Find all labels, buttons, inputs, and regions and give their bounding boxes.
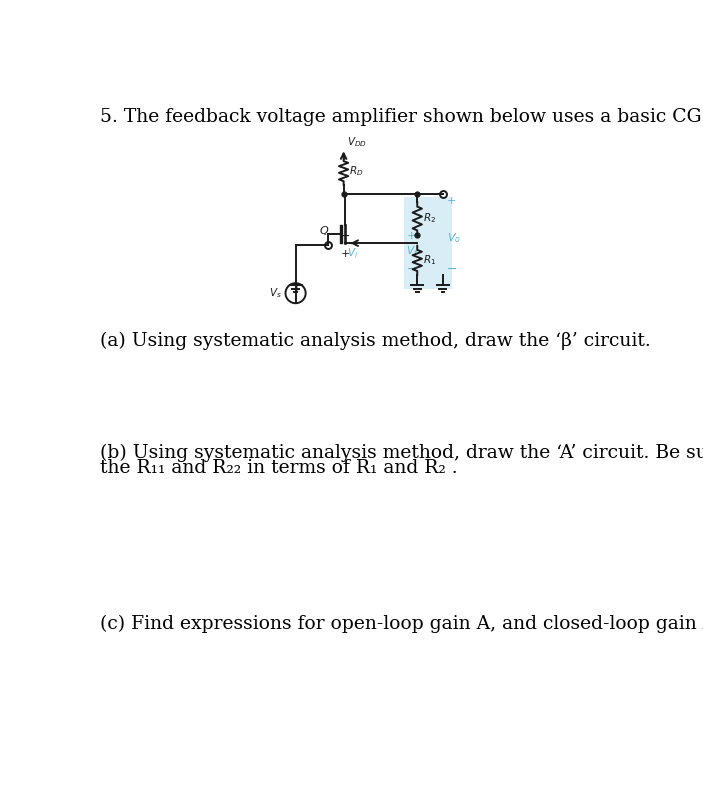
Text: $V_o$: $V_o$ [446,232,460,245]
Text: (a) Using systematic analysis method, draw the ‘β’ circuit.: (a) Using systematic analysis method, dr… [100,332,650,350]
Text: +: + [446,196,456,206]
Text: (b) Using systematic analysis method, draw the ‘A’ circuit. Be sure to label: (b) Using systematic analysis method, dr… [100,443,703,462]
Text: (c) Find expressions for open-loop gain A, and closed-loop gain Aⁱ .: (c) Find expressions for open-loop gain … [100,614,703,633]
Text: 5. The feedback voltage amplifier shown below uses a basic CG amplifier.: 5. The feedback voltage amplifier shown … [100,107,703,126]
Text: $R_1$: $R_1$ [423,253,436,267]
Text: −: − [340,230,350,243]
Text: $V_{DD}$: $V_{DD}$ [347,136,367,149]
Text: $V_f$: $V_f$ [406,245,419,258]
Text: the R₁₁ and R₂₂ in terms of R₁ and R₂ .: the R₁₁ and R₂₂ in terms of R₁ and R₂ . [100,458,457,477]
Text: $R_2$: $R_2$ [423,211,436,225]
Text: Q: Q [319,226,328,236]
Text: $V_s$: $V_s$ [269,286,282,300]
Text: −: − [406,263,417,276]
Text: +: + [406,231,415,240]
Text: −: − [446,263,457,276]
Text: +: + [292,285,299,295]
Text: +: + [340,249,350,259]
Bar [404,197,452,290]
Text: $R_D$: $R_D$ [349,165,363,178]
Text: $V_i$: $V_i$ [347,246,358,260]
